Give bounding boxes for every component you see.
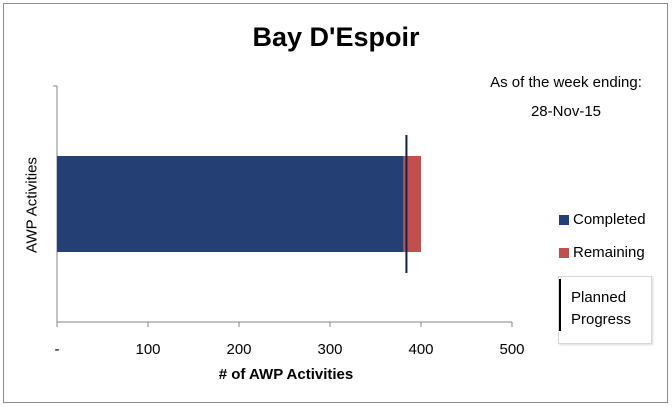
as-of-date: 28-Nov-15 — [530, 103, 602, 120]
legend-label-planned: Planned Progress — [571, 289, 632, 328]
legend-label-completed: Completed — [573, 211, 646, 228]
x-tick-label: 300 — [317, 341, 342, 358]
x-axis-title: # of AWP Activities — [218, 366, 354, 383]
x-tick-label: 200 — [226, 341, 251, 358]
x-tick-label: 400 — [408, 341, 433, 358]
chart-title: Bay D'Espoir — [252, 22, 420, 52]
legend-completed: Completed — [559, 211, 646, 228]
legend-planned-progress: Planned Progress — [558, 276, 652, 344]
legend-swatch-completed — [559, 214, 569, 225]
legend-remaining: Remaining — [559, 244, 645, 261]
x-tick-label: 500 — [499, 341, 524, 358]
legend-planned-line — [559, 279, 561, 331]
as-of-label: As of the week ending: — [490, 74, 642, 91]
legend-label-remaining: Remaining — [573, 244, 645, 261]
bar-completed — [57, 156, 404, 252]
x-tick-label: - — [55, 341, 60, 358]
x-tick-label: 100 — [135, 341, 160, 358]
legend-swatch-remaining — [559, 247, 569, 258]
bar-remaining — [403, 156, 421, 252]
y-axis-title: AWP Activities — [23, 157, 41, 253]
